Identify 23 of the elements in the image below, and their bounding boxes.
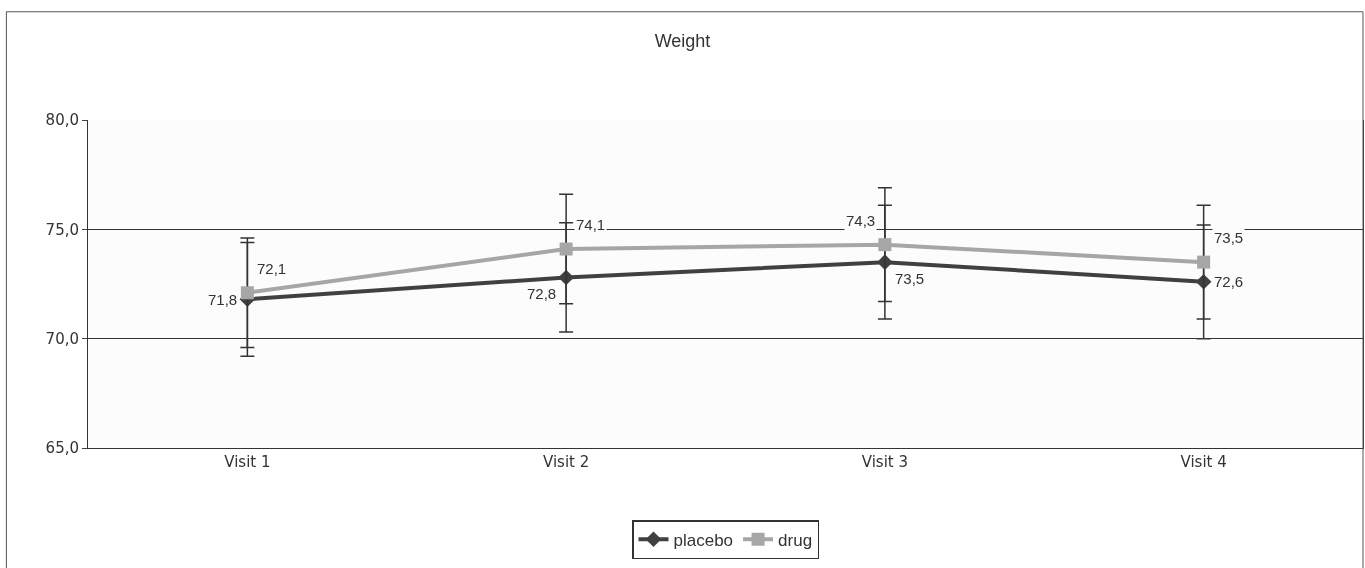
data-label: 73,5 bbox=[895, 270, 925, 287]
chart-title: Weight bbox=[654, 30, 711, 51]
legend-label: placebo bbox=[673, 530, 734, 550]
y-tick-label: 75,0 bbox=[45, 220, 79, 239]
point bbox=[878, 238, 892, 252]
data-label: 74,1 bbox=[576, 216, 606, 233]
legend-label: drug bbox=[778, 530, 813, 550]
data-label: 72,6 bbox=[1214, 273, 1244, 290]
x-tick-label: Visit 4 bbox=[1180, 453, 1227, 471]
y-tick-label: 70,0 bbox=[45, 329, 79, 348]
point bbox=[559, 242, 573, 256]
x-tick-label: Visit 3 bbox=[861, 453, 909, 471]
x-tick-label: Visit 1 bbox=[224, 453, 271, 471]
point bbox=[240, 286, 254, 300]
data-label: 71,8 bbox=[208, 291, 238, 308]
x-tick-label: Visit 2 bbox=[542, 453, 590, 471]
data-label: 72,8 bbox=[527, 285, 557, 302]
point bbox=[1197, 255, 1211, 269]
y-tick-label: 65,0 bbox=[45, 439, 79, 458]
y-tick-label: 80,0 bbox=[45, 111, 79, 130]
data-label: 72,1 bbox=[257, 260, 287, 277]
data-label: 74,3 bbox=[846, 212, 876, 229]
data-label: 73,5 bbox=[1214, 229, 1244, 246]
